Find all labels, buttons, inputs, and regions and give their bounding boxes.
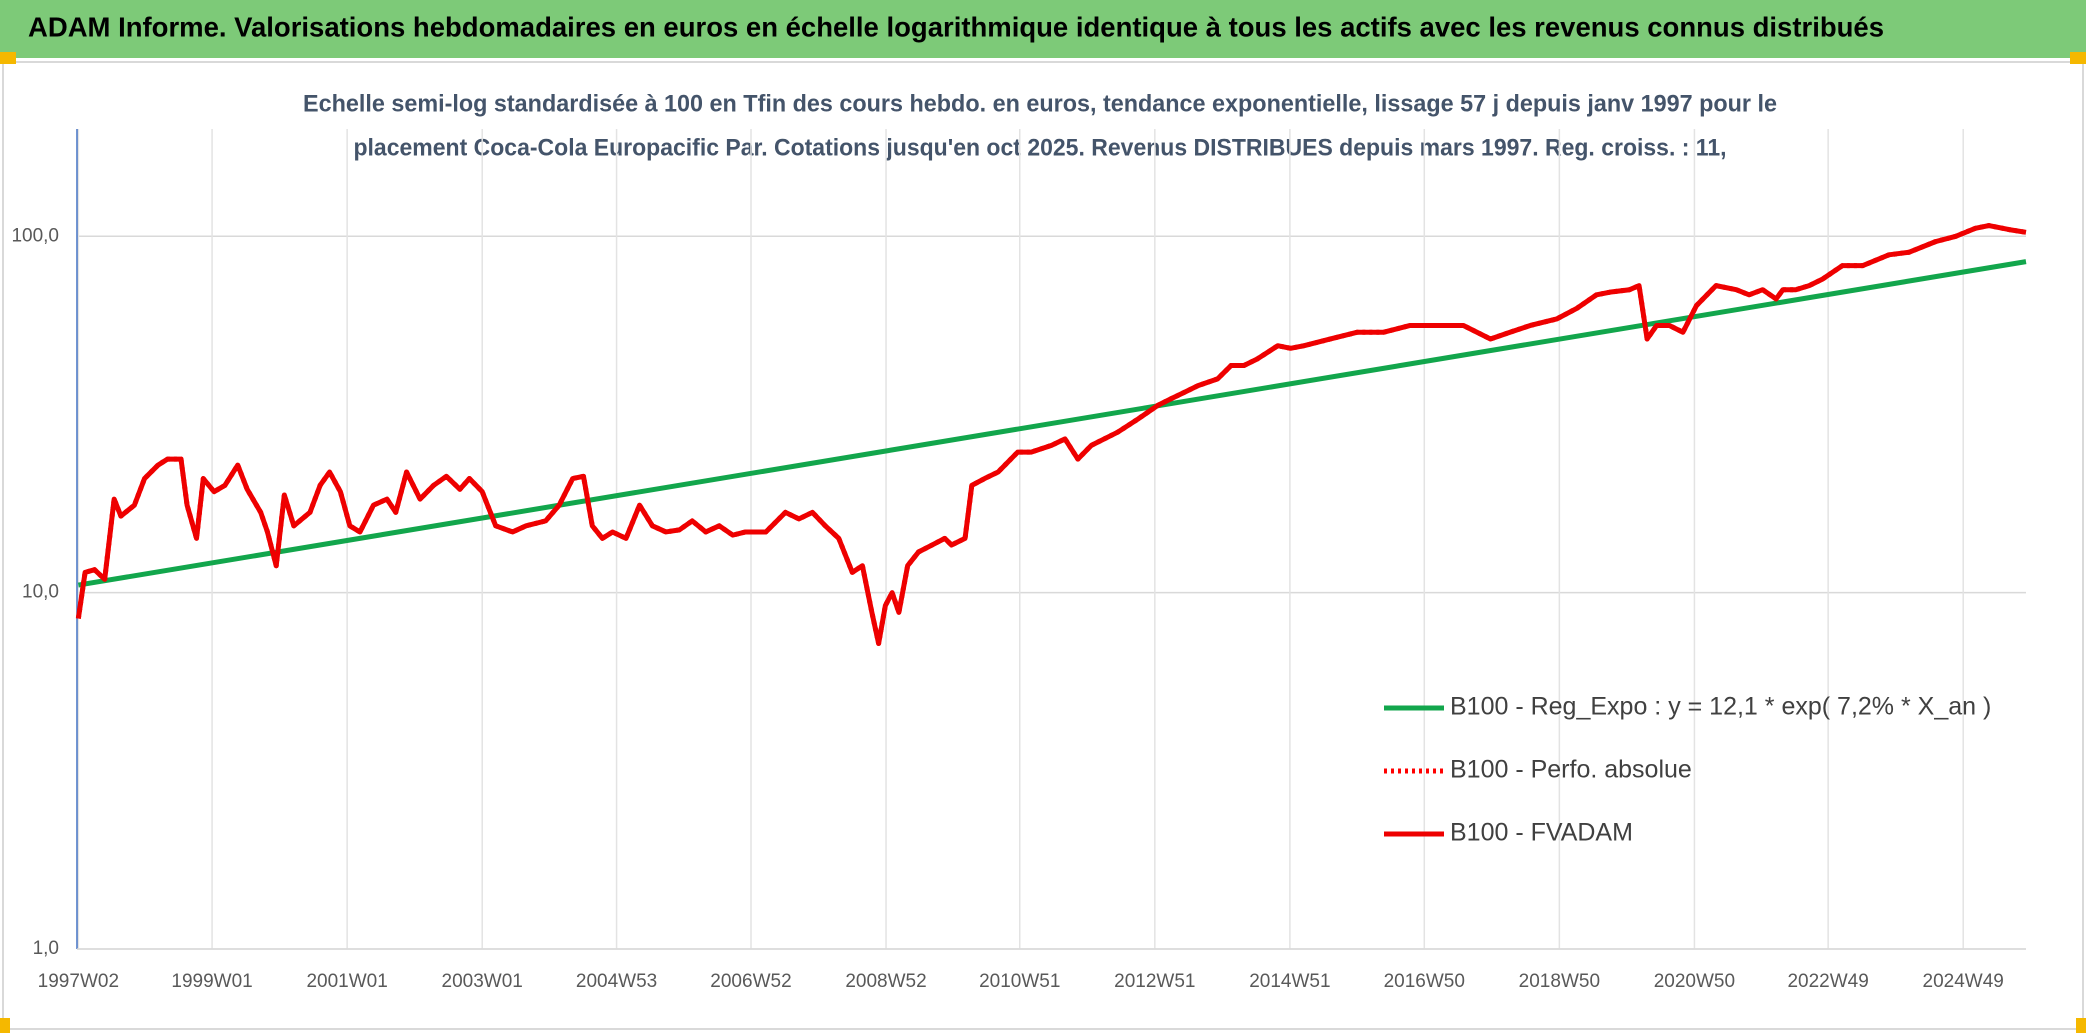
- corner: [0, 52, 16, 64]
- x-tick-label: 2001W01: [306, 971, 387, 992]
- corner: [0, 1018, 10, 1033]
- x-tick-label: 2018W50: [1519, 971, 1600, 992]
- x-tick-label: 1997W02: [38, 971, 119, 992]
- y-tick-label: 100,0: [11, 225, 59, 246]
- plot: [75, 223, 2027, 646]
- x-tick-label: 2022W49: [1787, 971, 1868, 992]
- legend-label: B100 - Reg_Expo : y = 12,1 * exp( 7,2% *…: [1450, 693, 1991, 721]
- y-tick-label: 1,0: [33, 938, 59, 959]
- y-tick-label: 10,0: [22, 582, 59, 603]
- legend-label: B100 - Perfo. absolue: [1450, 756, 1692, 784]
- chart-title: ADAM Informe. Valorisations hebdomadaire…: [28, 11, 1884, 42]
- x-tick-label: 2003W01: [442, 971, 523, 992]
- chart-subtitle: Echelle semi-log standardisée à 100 en T…: [303, 90, 1777, 117]
- series-line: [75, 223, 2027, 646]
- x-tick-label: 2004W53: [576, 971, 657, 992]
- corner: [2076, 1018, 2086, 1033]
- series-line: [77, 259, 2027, 588]
- chart-subtitle: placement Coca-Cola Europacific Par. Cot…: [354, 134, 1727, 161]
- title-bar: [0, 0, 2086, 58]
- frame: [2, 61, 2084, 1030]
- corner: [2070, 52, 2086, 64]
- x-tick-label: 2006W52: [710, 971, 791, 992]
- x-tick-label: 1999W01: [171, 971, 252, 992]
- legend: B100 - Reg_Expo : y = 12,1 * exp( 7,2% *…: [1384, 693, 1991, 847]
- x-tick-label: 2024W49: [1923, 971, 2004, 992]
- grid: 1,0 10,0 100,0 1997W02 1999W01 2001W01 2003W01…: [11, 129, 2026, 992]
- x-tick-label: 2010W51: [979, 971, 1060, 992]
- legend-label: B100 - FVADAM: [1450, 819, 1633, 847]
- x-tick-label: 2020W50: [1654, 971, 1735, 992]
- x-tick-label: 2012W51: [1114, 971, 1195, 992]
- x-tick-label: 2014W51: [1249, 971, 1330, 992]
- x-tick-label: 2008W52: [845, 971, 926, 992]
- x-tick-label: 2016W50: [1384, 971, 1465, 992]
